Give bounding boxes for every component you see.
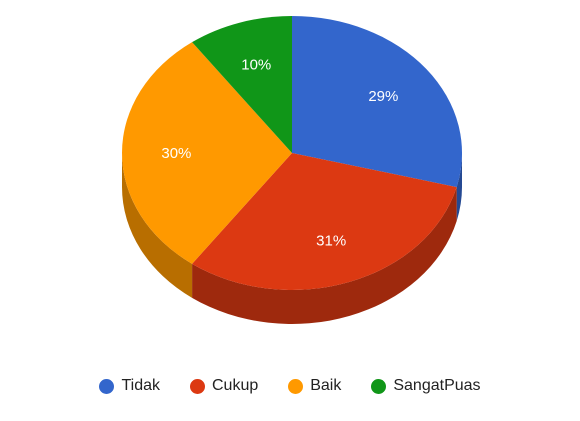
pie-slice-cukup[interactable] bbox=[192, 153, 457, 290]
legend-item-sangatpuas[interactable]: SangatPuas bbox=[371, 377, 481, 395]
legend-item-baik[interactable]: Baik bbox=[288, 377, 341, 395]
legend-label-sangatpuas: SangatPuas bbox=[393, 377, 481, 394]
legend-swatch-baik bbox=[288, 378, 304, 394]
slice-label-tidak: 29% bbox=[368, 88, 398, 105]
pie-side-baik bbox=[122, 153, 193, 298]
slice-label-sangatpuas: 10% bbox=[241, 56, 271, 73]
legend-swatch-tidak bbox=[99, 378, 115, 394]
pie-slices bbox=[121, 16, 462, 290]
pie-slice-sangatpuas[interactable] bbox=[192, 16, 292, 153]
legend-label-tidak: Tidak bbox=[121, 377, 160, 394]
pie-side-cukup bbox=[192, 187, 457, 324]
legend-label-baik: Baik bbox=[310, 377, 342, 394]
slice-label-baik: 30% bbox=[161, 145, 191, 162]
pie-sides bbox=[122, 153, 462, 324]
legend-label-cukup: Cukup bbox=[211, 377, 259, 394]
legend: Tidak Cukup Baik SangatPuas bbox=[0, 377, 580, 395]
pie-labels: 29% 31% 30% 10% bbox=[161, 56, 398, 249]
pie-slice-baik[interactable] bbox=[121, 42, 292, 264]
legend-item-cukup[interactable]: Cukup bbox=[189, 377, 259, 395]
legend-swatch-sangatpuas bbox=[371, 378, 387, 394]
legend-swatch-cukup bbox=[189, 378, 205, 394]
pie-side-tidak bbox=[456, 153, 462, 222]
pie-chart: 29% 31% 30% 10% bbox=[121, 16, 462, 324]
legend-item-tidak[interactable]: Tidak bbox=[99, 377, 160, 395]
slice-label-cukup: 31% bbox=[316, 233, 346, 250]
pie-slice-tidak[interactable] bbox=[292, 16, 462, 188]
